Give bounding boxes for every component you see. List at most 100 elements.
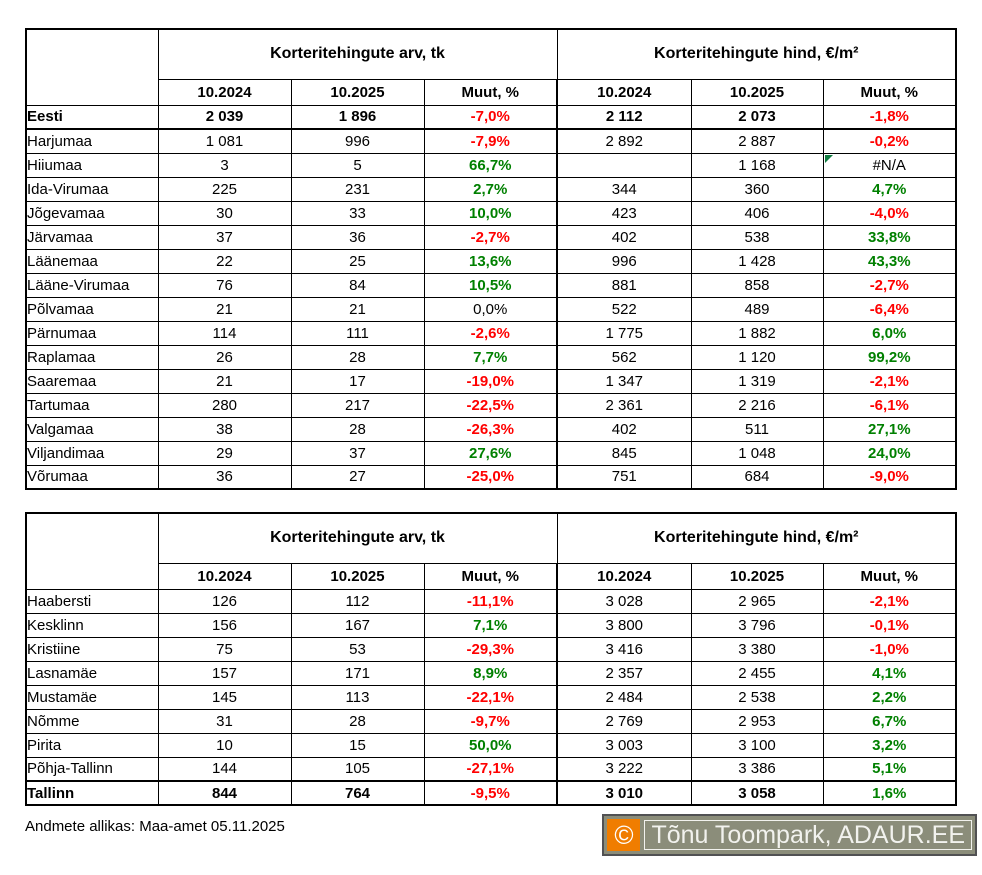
change-cell: -6,1% <box>822 392 957 418</box>
region-name: Pärnumaa <box>25 320 159 346</box>
region-name: Lääne-Virumaa <box>25 272 159 298</box>
value-cell: 3 380 <box>690 636 824 662</box>
value-cell: 2 039 <box>157 104 292 130</box>
value-cell: 489 <box>690 296 824 322</box>
change-cell: 27,6% <box>423 440 559 466</box>
value-cell: 996 <box>556 248 692 274</box>
region-name: Saaremaa <box>25 368 159 394</box>
region-name: Jõgevamaa <box>25 200 159 226</box>
value-cell: 858 <box>690 272 824 298</box>
change-cell: -7,9% <box>423 128 559 154</box>
value-cell: 225 <box>157 176 292 202</box>
value-cell: 38 <box>157 416 292 442</box>
change-cell: -2,1% <box>822 368 957 394</box>
region-name: Tartumaa <box>25 392 159 418</box>
change-cell: 7,7% <box>423 344 559 370</box>
value-cell: 21 <box>290 296 425 322</box>
value-cell: 21 <box>157 368 292 394</box>
column-header: 10.2024 <box>157 78 292 106</box>
table-row: Hiiumaa 3 5 66,7% 1 168 #N/A <box>25 152 957 178</box>
value-cell: 2 953 <box>690 708 824 734</box>
change-cell: -9,0% <box>822 464 957 490</box>
region-name: Ida-Virumaa <box>25 176 159 202</box>
value-cell: 28 <box>290 344 425 370</box>
region-name: Võrumaa <box>25 464 159 490</box>
change-cell: 43,3% <box>822 248 957 274</box>
change-cell: 99,2% <box>822 344 957 370</box>
region-name: Kristiine <box>25 636 159 662</box>
column-header: 10.2024 <box>556 562 692 590</box>
table-row: Lasnamäe 157 171 8,9% 2 357 2 455 4,1% <box>25 660 957 686</box>
value-cell: 36 <box>157 464 292 490</box>
region-name: Valgamaa <box>25 416 159 442</box>
column-header: Muut, % <box>822 78 957 106</box>
value-cell: 1 168 <box>690 152 824 178</box>
value-cell: 3 800 <box>556 612 692 638</box>
value-cell: 3 100 <box>690 732 824 758</box>
change-cell: -11,1% <box>423 588 559 614</box>
value-cell: 25 <box>290 248 425 274</box>
value-cell: 2 112 <box>556 104 692 130</box>
column-header: 10.2025 <box>290 562 425 590</box>
table-row: Mustamäe 145 113 -22,1% 2 484 2 538 2,2% <box>25 684 957 710</box>
change-cell: -2,6% <box>423 320 559 346</box>
value-cell: 37 <box>290 440 425 466</box>
value-cell: 126 <box>157 588 292 614</box>
change-cell: 8,9% <box>423 660 559 686</box>
region-name: Lasnamäe <box>25 660 159 686</box>
change-cell: -22,5% <box>423 392 559 418</box>
change-cell: -2,7% <box>822 272 957 298</box>
column-header: 10.2025 <box>690 78 824 106</box>
value-cell: 522 <box>556 296 692 322</box>
report-page: Korteritehingute arv, tk Korteritehingute… <box>25 28 977 856</box>
table-row: Haabersti 126 112 -11,1% 3 028 2 965 -2,1% <box>25 588 957 614</box>
change-cell: 6,0% <box>822 320 957 346</box>
region-name: Hiiumaa <box>25 152 159 178</box>
value-cell: 881 <box>556 272 692 298</box>
change-cell: 1,6% <box>822 780 957 806</box>
value-cell: 105 <box>290 756 425 782</box>
value-cell: 144 <box>157 756 292 782</box>
change-cell: -19,0% <box>423 368 559 394</box>
tallinn-districts-table: Korteritehingute arv, tk Korteritehingute… <box>25 512 958 806</box>
change-cell: 3,2% <box>822 732 957 758</box>
table-row: Ida-Virumaa 225 231 2,7% 344 360 4,7% <box>25 176 957 202</box>
region-name: Haabersti <box>25 588 159 614</box>
corner-cell <box>25 512 159 590</box>
region-name: Raplamaa <box>25 344 159 370</box>
corner-cell <box>25 28 159 106</box>
value-cell: 2 361 <box>556 392 692 418</box>
value-cell: 3 222 <box>556 756 692 782</box>
value-cell: 2 357 <box>556 660 692 686</box>
change-cell: -1,0% <box>822 636 957 662</box>
region-name: Nõmme <box>25 708 159 734</box>
value-cell: 31 <box>157 708 292 734</box>
change-cell: 7,1% <box>423 612 559 638</box>
region-name: Harjumaa <box>25 128 159 154</box>
change-cell: 0,0% <box>423 296 559 322</box>
table-row: Valgamaa 38 28 -26,3% 402 511 27,1% <box>25 416 957 442</box>
table-row: Võrumaa 36 27 -25,0% 751 684 -9,0% <box>25 464 957 490</box>
change-cell: 2,2% <box>822 684 957 710</box>
value-cell: 3 003 <box>556 732 692 758</box>
change-cell: 5,1% <box>822 756 957 782</box>
value-cell: 2 769 <box>556 708 692 734</box>
value-cell: 53 <box>290 636 425 662</box>
column-header: Muut, % <box>822 562 957 590</box>
change-cell: -25,0% <box>423 464 559 490</box>
value-cell: 996 <box>290 128 425 154</box>
group-header: Korteritehingute arv, tk <box>157 28 558 80</box>
change-cell: -22,1% <box>423 684 559 710</box>
value-cell: 2 484 <box>556 684 692 710</box>
table-row: Kesklinn 156 167 7,1% 3 800 3 796 -0,1% <box>25 612 957 638</box>
region-name: Järvamaa <box>25 224 159 250</box>
value-cell: 171 <box>290 660 425 686</box>
value-cell: 15 <box>290 732 425 758</box>
region-name: Mustamäe <box>25 684 159 710</box>
value-cell: 3 <box>157 152 292 178</box>
value-cell: 280 <box>157 392 292 418</box>
value-cell: 2 073 <box>690 104 824 130</box>
value-cell: 76 <box>157 272 292 298</box>
value-cell: 36 <box>290 224 425 250</box>
column-header: 10.2024 <box>556 78 692 106</box>
